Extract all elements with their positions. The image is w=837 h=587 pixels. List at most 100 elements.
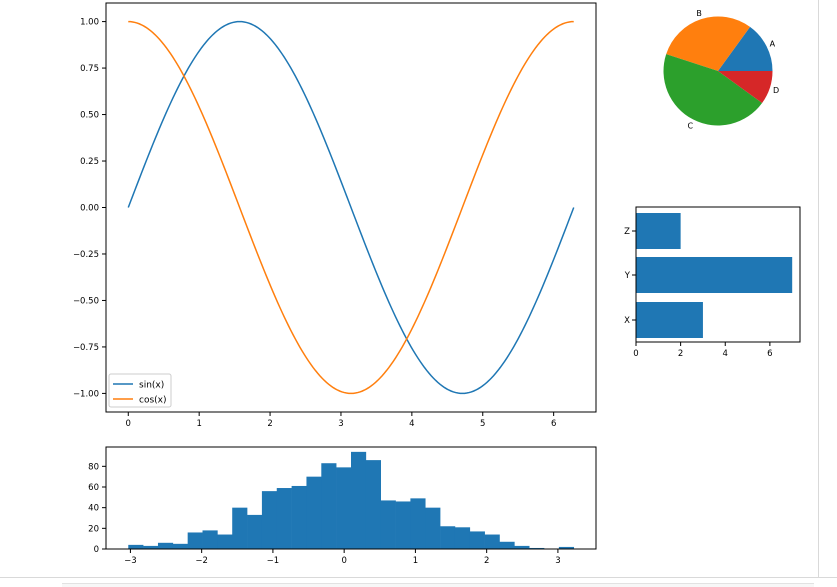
line-ytick-label: −0.75 <box>73 343 99 353</box>
histogram-bar <box>261 491 278 549</box>
barh-xtick-labels: 0 2 4 6 <box>633 349 772 359</box>
barh-chart-frame <box>635 206 801 343</box>
line-ytick-label: 0.50 <box>80 111 99 121</box>
histogram-bars <box>128 451 575 549</box>
barh-xtick-label: 2 <box>678 349 683 359</box>
histogram-bar <box>128 544 144 549</box>
barh-ytick-label: Y <box>624 271 631 281</box>
hist-ytick-label: 60 <box>88 483 99 493</box>
barh-xtick-label: 0 <box>633 349 638 359</box>
histogram-bar <box>514 545 530 549</box>
histogram-tick-marks <box>102 465 559 553</box>
line-chart-ytick-labels: 1.00 0.75 0.50 0.25 0.00 −0.25 −0.50 −0.75 −1.00 <box>73 18 99 400</box>
line-ytick-label: 0.75 <box>80 64 99 74</box>
histogram-bar <box>143 545 159 549</box>
line-ytick-label: 1.00 <box>80 18 99 28</box>
histogram-bar <box>336 467 352 549</box>
barh-chart: X Y Z 0 2 4 6 <box>624 206 801 359</box>
histogram-bar <box>558 546 575 549</box>
pie-label-C: C <box>688 121 694 130</box>
histogram-ytick-labels: 0 20 40 60 80 <box>88 462 99 555</box>
histogram-bar <box>321 463 337 549</box>
pie-slice-A <box>718 26 773 71</box>
histogram-chart: 0 20 40 60 80 −3 −2 −1 0 1 2 3 <box>88 446 597 566</box>
pie-label-A: A <box>770 39 776 48</box>
barh-bar-Y <box>636 257 793 293</box>
hist-xtick-label: 2 <box>484 556 489 566</box>
hist-ytick-label: 0 <box>94 545 99 555</box>
line-chart: 1.00 0.75 0.50 0.25 0.00 −0.25 −0.50 −0.75 −1.00… <box>73 2 597 429</box>
histogram-bar <box>499 541 515 549</box>
pie-slice-D <box>718 71 773 104</box>
pie-chart: A B C D <box>663 9 780 130</box>
line-ytick-label: −0.50 <box>73 296 99 306</box>
barh-bar-X <box>636 302 703 338</box>
pie-slice-C <box>663 54 763 126</box>
histogram-bar <box>202 530 218 549</box>
barh-ytick-label: Z <box>624 227 630 237</box>
line-xtick-label: 1 <box>196 419 201 429</box>
pie-slices <box>663 16 773 126</box>
pie-label-D: D <box>773 86 779 95</box>
histogram-bar <box>469 531 485 549</box>
histogram-frame <box>105 446 597 550</box>
barh-tick-marks <box>632 230 771 346</box>
hist-ytick-label: 80 <box>88 462 99 472</box>
histogram-bar <box>410 498 426 549</box>
hist-xtick-label: 3 <box>555 556 560 566</box>
line-xtick-label: 0 <box>126 419 131 429</box>
series-line-sin <box>127 20 575 395</box>
histogram-bar <box>232 507 248 549</box>
histogram-bar <box>365 460 381 549</box>
hist-xtick-label: −2 <box>195 556 208 566</box>
window-bottom-border <box>0 577 837 578</box>
line-ytick-label: 0.25 <box>80 157 99 167</box>
bottom-scroll-strip <box>62 583 814 587</box>
pie-labels: A B C D <box>688 9 780 130</box>
line-xtick-label: 5 <box>480 419 485 429</box>
line-chart-frame <box>105 2 597 413</box>
histogram-bar <box>291 485 307 549</box>
histogram-bar <box>440 526 456 549</box>
line-ytick-label: −1.00 <box>73 389 99 399</box>
histogram-bar <box>276 488 292 549</box>
barh-xtick-label: 6 <box>767 349 772 359</box>
window-right-border <box>818 0 819 578</box>
barh-bars <box>636 213 793 338</box>
histogram-bar <box>247 514 263 549</box>
hist-xtick-label: 1 <box>413 556 418 566</box>
line-chart-series <box>127 20 575 395</box>
line-ytick-label: −0.25 <box>73 250 99 260</box>
legend-label-cos: cos(x) <box>139 396 167 406</box>
histogram-bar <box>529 547 545 549</box>
line-xtick-label: 3 <box>338 419 343 429</box>
histogram-bar <box>187 532 203 549</box>
series-line-cos <box>128 20 574 395</box>
barh-xtick-label: 4 <box>723 349 728 359</box>
line-chart-xtick-labels: 0 1 2 3 4 5 6 <box>126 419 557 429</box>
histogram-bar <box>157 542 174 549</box>
pie-label-B: B <box>696 9 702 18</box>
histogram-bar <box>172 543 188 549</box>
barh-ytick-label: X <box>624 316 630 326</box>
barh-ytick-labels: X Y Z <box>624 227 631 326</box>
histogram-bar <box>217 534 233 549</box>
histogram-bar <box>454 527 471 549</box>
hist-ytick-label: 40 <box>88 504 99 514</box>
legend-label-sin: sin(x) <box>139 381 164 391</box>
barh-bar-Z <box>636 213 681 249</box>
hist-ytick-label: 20 <box>88 524 99 534</box>
hist-xtick-label: −3 <box>124 556 137 566</box>
histogram-bar <box>306 476 322 549</box>
line-chart-legend: sin(x) cos(x) <box>108 373 172 408</box>
histogram-bar <box>484 534 500 549</box>
line-xtick-label: 4 <box>409 419 414 429</box>
line-chart-tick-marks <box>102 21 555 416</box>
histogram-bar <box>351 451 367 549</box>
histogram-bar <box>380 500 396 549</box>
pie-slice-B <box>666 16 751 71</box>
histogram-xtick-labels: −3 −2 −1 0 1 2 3 <box>124 556 560 566</box>
histogram-bar <box>425 507 441 549</box>
line-xtick-label: 2 <box>267 419 272 429</box>
